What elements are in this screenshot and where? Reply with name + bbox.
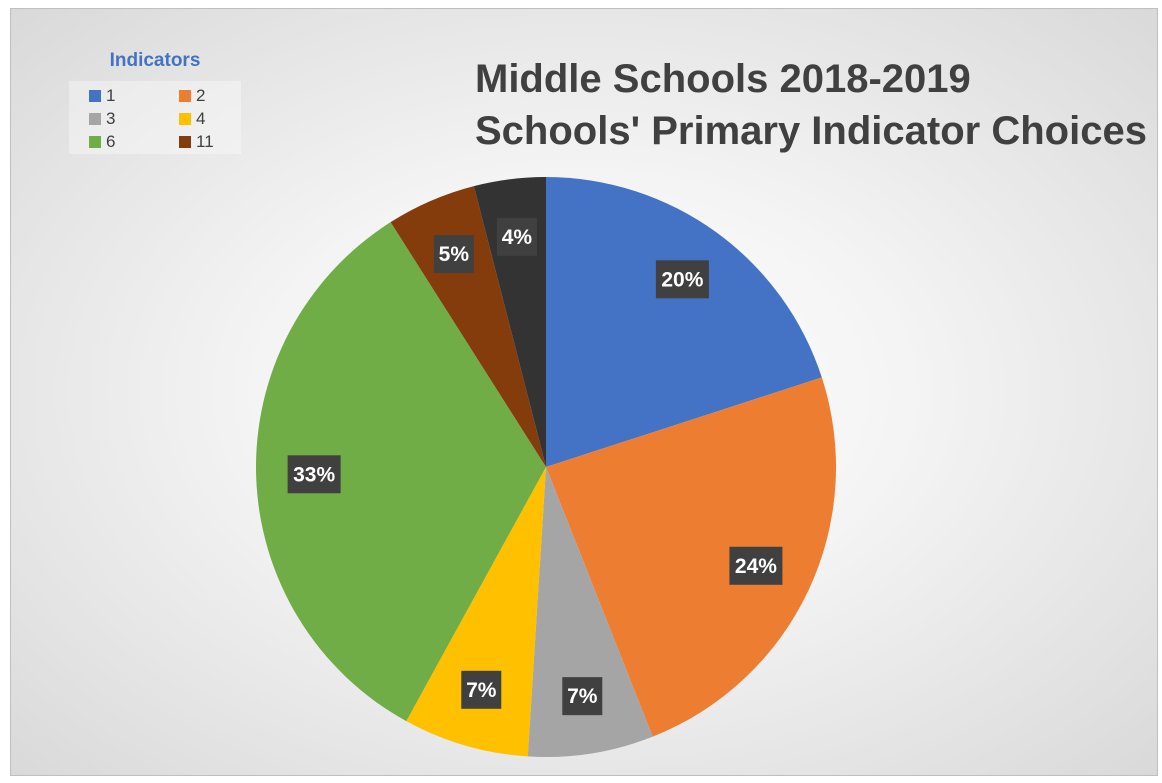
legend-title: Indicators — [109, 50, 201, 71]
legend-swatch — [89, 135, 101, 148]
legend-item: 11 — [179, 131, 249, 152]
legend-item: 4 — [179, 108, 249, 129]
pie-slice — [527, 467, 653, 757]
data-label-box — [729, 546, 783, 585]
data-label-text: 7% — [567, 685, 598, 708]
legend-swatch — [89, 112, 101, 125]
pie-slice — [406, 467, 546, 757]
legend-swatch — [179, 89, 191, 102]
data-label: 7% — [461, 670, 502, 709]
data-label-box — [496, 217, 537, 256]
legend-label: 1 — [106, 85, 116, 105]
data-label-text: 24% — [735, 555, 777, 578]
pie-chart: 20% 24% 7% 7% 33% 5% 4% — [255, 177, 836, 757]
data-label-text: 4% — [502, 226, 533, 249]
data-label: 33% — [287, 455, 341, 494]
legend-label: 3 — [106, 108, 116, 128]
pie-slice — [546, 177, 822, 467]
legend-swatch — [179, 112, 191, 125]
chart-title-line-2: Schools' Primary Indicator Choices — [475, 109, 1147, 153]
data-label-text: 5% — [439, 243, 470, 266]
legend-swatch — [89, 89, 101, 102]
legend-label: 11 — [196, 131, 214, 151]
legend-label: 4 — [196, 108, 206, 128]
data-label-box — [461, 670, 502, 709]
chart-title: Middle Schools 2018-2019 Schools' Primar… — [475, 53, 1157, 157]
legend-item: 6 — [89, 131, 179, 152]
data-label: 4% — [496, 217, 537, 256]
data-label-box — [655, 260, 709, 299]
legend-label: 2 — [196, 85, 206, 105]
data-label-text: 20% — [661, 268, 703, 291]
legend-item: 3 — [89, 108, 179, 129]
legend-label: 6 — [106, 131, 116, 151]
data-label: 7% — [562, 677, 603, 716]
data-label: 24% — [729, 546, 783, 585]
data-label-text: 7% — [466, 679, 497, 702]
chart-area: 20% 24% 7% 7% 33% 5% 4% Indicators 1 2 3 4 6 11 Mid… — [10, 8, 1158, 776]
chart-title-line-1: Middle Schools 2018-2019 — [475, 57, 971, 101]
pie-slice — [255, 222, 546, 722]
pie-slice — [546, 377, 836, 737]
data-label-text: 33% — [293, 463, 335, 486]
legend-item: 2 — [179, 85, 249, 106]
legend: Indicators 1 2 3 4 6 11 — [69, 47, 241, 154]
legend-item: 1 — [89, 85, 179, 106]
data-label-box — [562, 677, 603, 716]
data-label: 20% — [655, 260, 709, 299]
data-label: 5% — [433, 235, 474, 274]
data-label-box — [433, 235, 474, 274]
pie-slice — [390, 186, 546, 467]
legend-swatch — [179, 135, 191, 148]
legend-body: 1 2 3 4 6 11 — [69, 81, 241, 154]
data-label-box — [287, 455, 341, 494]
